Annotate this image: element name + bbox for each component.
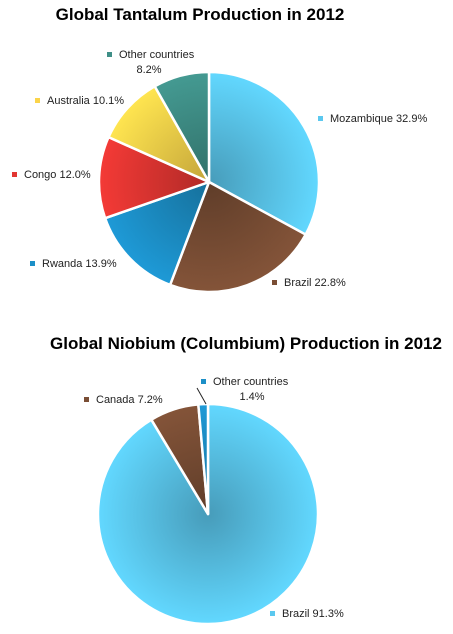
tantalum-slice-rwanda — [103, 180, 211, 287]
tantalum-legend-marker-congo — [12, 172, 17, 177]
tantalum-slice-mozambique — [207, 70, 321, 236]
tantalum-label-congo: Congo 12.0% — [12, 169, 91, 181]
tantalum-label-text-australia: Australia 10.1% — [47, 95, 124, 107]
niobium-label-brazil: Brazil 91.3% — [270, 608, 344, 620]
tantalum-label-brazil: Brazil 22.8% — [272, 277, 346, 289]
niobium-title: Global Niobium (Columbium) Production in… — [50, 334, 442, 353]
tantalum-legend-marker-rwanda — [30, 261, 35, 266]
tantalum-slice-congo — [97, 135, 211, 220]
tantalum-labels: Mozambique 32.9% Brazil 22.8% Rwanda 13.9%… — [12, 49, 427, 289]
tantalum-label-australia: Australia 10.1% — [35, 95, 124, 107]
tantalum-label-mozambique: Mozambique 32.9% — [318, 113, 427, 125]
tantalum-pie — [97, 70, 321, 294]
niobium-chart: Global Niobium (Columbium) Production in… — [50, 334, 442, 626]
tantalum-legend-marker-australia — [35, 98, 40, 103]
niobium-label-text-brazil: Brazil 91.3% — [282, 608, 344, 620]
niobium-legend-marker-canada — [84, 397, 89, 402]
niobium-slice-other-countries — [197, 402, 210, 516]
tantalum-label-text-brazil: Brazil 22.8% — [284, 277, 346, 289]
niobium-legend-marker-other-countries — [201, 379, 206, 384]
tantalum-label-text-congo: Congo 12.0% — [24, 169, 91, 181]
tantalum-slice-brazil — [168, 180, 307, 294]
niobium-legend-marker-brazil — [270, 611, 275, 616]
tantalum-label-rwanda: Rwanda 13.9% — [30, 258, 117, 270]
tantalum-title: Global Tantalum Production in 2012 — [56, 5, 345, 24]
tantalum-label-text-mozambique: Mozambique 32.9% — [330, 113, 427, 125]
tantalum-label-value-other-countries: 8.2% — [136, 64, 161, 76]
niobium-label-canada: Canada 7.2% — [84, 394, 163, 406]
tantalum-label-other-countries: Other countries 8.2% — [107, 49, 195, 76]
niobium-labels: Brazil 91.3% Canada 7.2% Other countries 1.… — [84, 376, 344, 620]
tantalum-chart: Global Tantalum Production in 2012 Mozam… — [12, 5, 427, 294]
niobium-label-other-countries: Other countries 1.4% — [201, 376, 289, 403]
niobium-label-value-other-countries: 1.4% — [239, 391, 264, 403]
niobium-pie — [96, 402, 320, 626]
tantalum-legend-marker-other-countries — [107, 52, 112, 57]
tantalum-slice-other-countries — [153, 70, 211, 184]
tantalum-legend-marker-mozambique — [318, 116, 323, 121]
niobium-label-text-other-countries: Other countries — [213, 376, 289, 388]
tantalum-label-text-rwanda: Rwanda 13.9% — [42, 258, 117, 270]
tantalum-label-text-other-countries: Other countries — [119, 49, 195, 61]
tantalum-legend-marker-brazil — [272, 280, 277, 285]
niobium-leader-line — [196, 387, 207, 405]
niobium-label-text-canada: Canada 7.2% — [96, 394, 163, 406]
